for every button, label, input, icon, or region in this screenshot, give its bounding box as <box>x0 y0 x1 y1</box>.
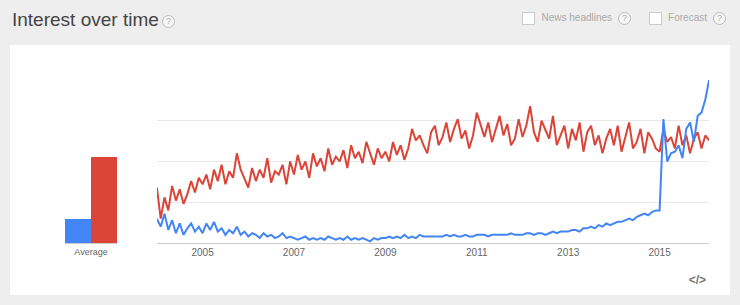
svg-text:Average: Average <box>74 247 107 257</box>
svg-text:2005: 2005 <box>191 247 214 258</box>
html-text:Forecast: Forecast <box>668 12 707 24</box>
svg-text:2009: 2009 <box>374 247 397 258</box>
html-text:News headlines: News headlines <box>541 12 613 24</box>
svg-text:2011: 2011 <box>466 247 488 258</box>
html-text:Interest over time: Interest over time <box>12 9 159 30</box>
svg-text:2007: 2007 <box>283 247 306 258</box>
svg-text:2013: 2013 <box>557 247 580 258</box>
svg-text:2015: 2015 <box>648 247 671 258</box>
